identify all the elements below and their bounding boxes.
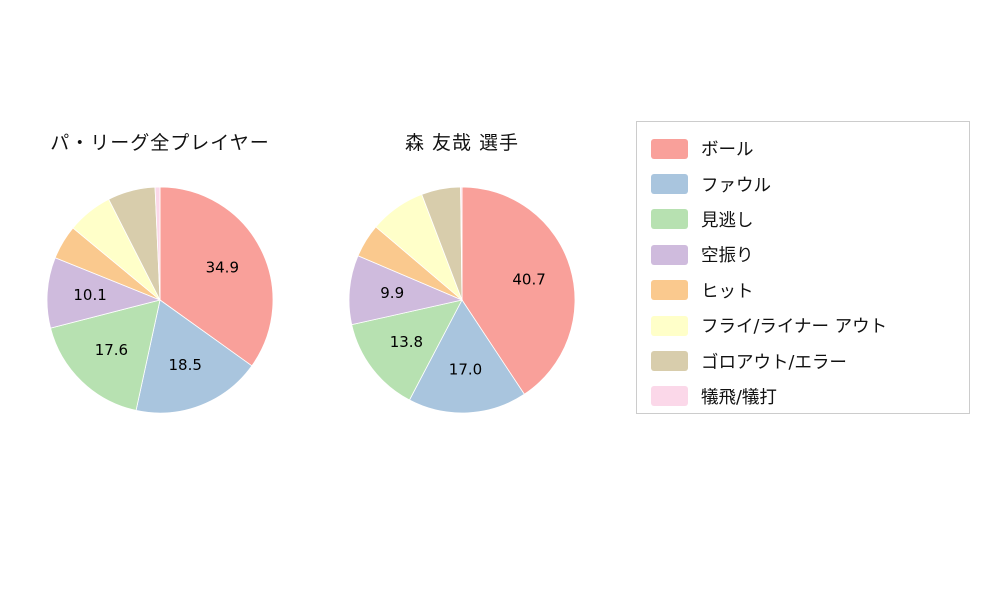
legend-item: 犠飛/犠打 (651, 379, 969, 414)
legend-swatch (651, 138, 688, 159)
pie-slice-value-label: 18.5 (168, 356, 201, 374)
pie-slice-value-label: 17.0 (449, 361, 482, 379)
pie-slice-7 (460, 186, 463, 301)
legend-swatch (651, 351, 688, 372)
legend-item: ファウル (651, 166, 969, 201)
legend-label: 見逃し (701, 210, 754, 231)
chart-title-player: 森 友哉 選手 (404, 132, 520, 154)
pie-slice-value-label: 10.1 (73, 286, 106, 304)
legend-label: 犠飛/犠打 (701, 387, 777, 408)
pie-slice-value-label: 9.9 (380, 284, 404, 302)
pie-slice-value-label: 17.6 (95, 341, 128, 359)
legend-label: 空振り (701, 246, 754, 267)
pie-slice-7 (154, 186, 161, 301)
pie-slice-value-label: 13.8 (390, 333, 423, 351)
pie-slice-2 (50, 299, 161, 411)
legend-swatch (651, 386, 688, 407)
legend-swatch (651, 280, 688, 301)
pie-slice-value-label: 34.9 (206, 259, 239, 277)
legend-label: ヒット (701, 281, 754, 302)
legend-item: 空振り (651, 237, 969, 272)
legend-label: ボール (701, 140, 754, 161)
pie-chart-player: 40.7 17.0 13.8 9.9 (348, 186, 576, 414)
pie-slice-3 (46, 257, 162, 329)
pie-slice-1 (135, 299, 253, 414)
pie-slice-value-label: 40.7 (512, 270, 545, 288)
legend-label: ファウル (701, 175, 771, 196)
pie-slice-0 (159, 186, 274, 367)
legend-swatch (651, 244, 688, 265)
legend-item: 見逃し (651, 202, 969, 237)
legend-label: フライ/ライナー アウト (701, 317, 888, 338)
chart-title-league: パ・リーグ全プレイヤー (50, 132, 270, 154)
legend-label: ゴロアウト/エラー (701, 352, 847, 373)
legend: ボールファウル見逃し空振りヒットフライ/ライナー アウト ゴロアウト/エラー 犠飛/… (636, 121, 970, 414)
pie-slice-1 (408, 299, 525, 414)
pie-slice-2 (351, 299, 463, 401)
legend-item: フライ/ライナー アウト (651, 308, 969, 343)
legend-item: ボール (651, 131, 969, 166)
pie-chart-league: 34.9 18.5 17.6 10.1 (46, 186, 274, 414)
legend-swatch (651, 209, 688, 230)
legend-swatch (651, 315, 688, 336)
legend-swatch (651, 174, 688, 195)
legend-item: ヒット (651, 273, 969, 308)
legend-item: ゴロアウト/エラー (651, 343, 969, 378)
